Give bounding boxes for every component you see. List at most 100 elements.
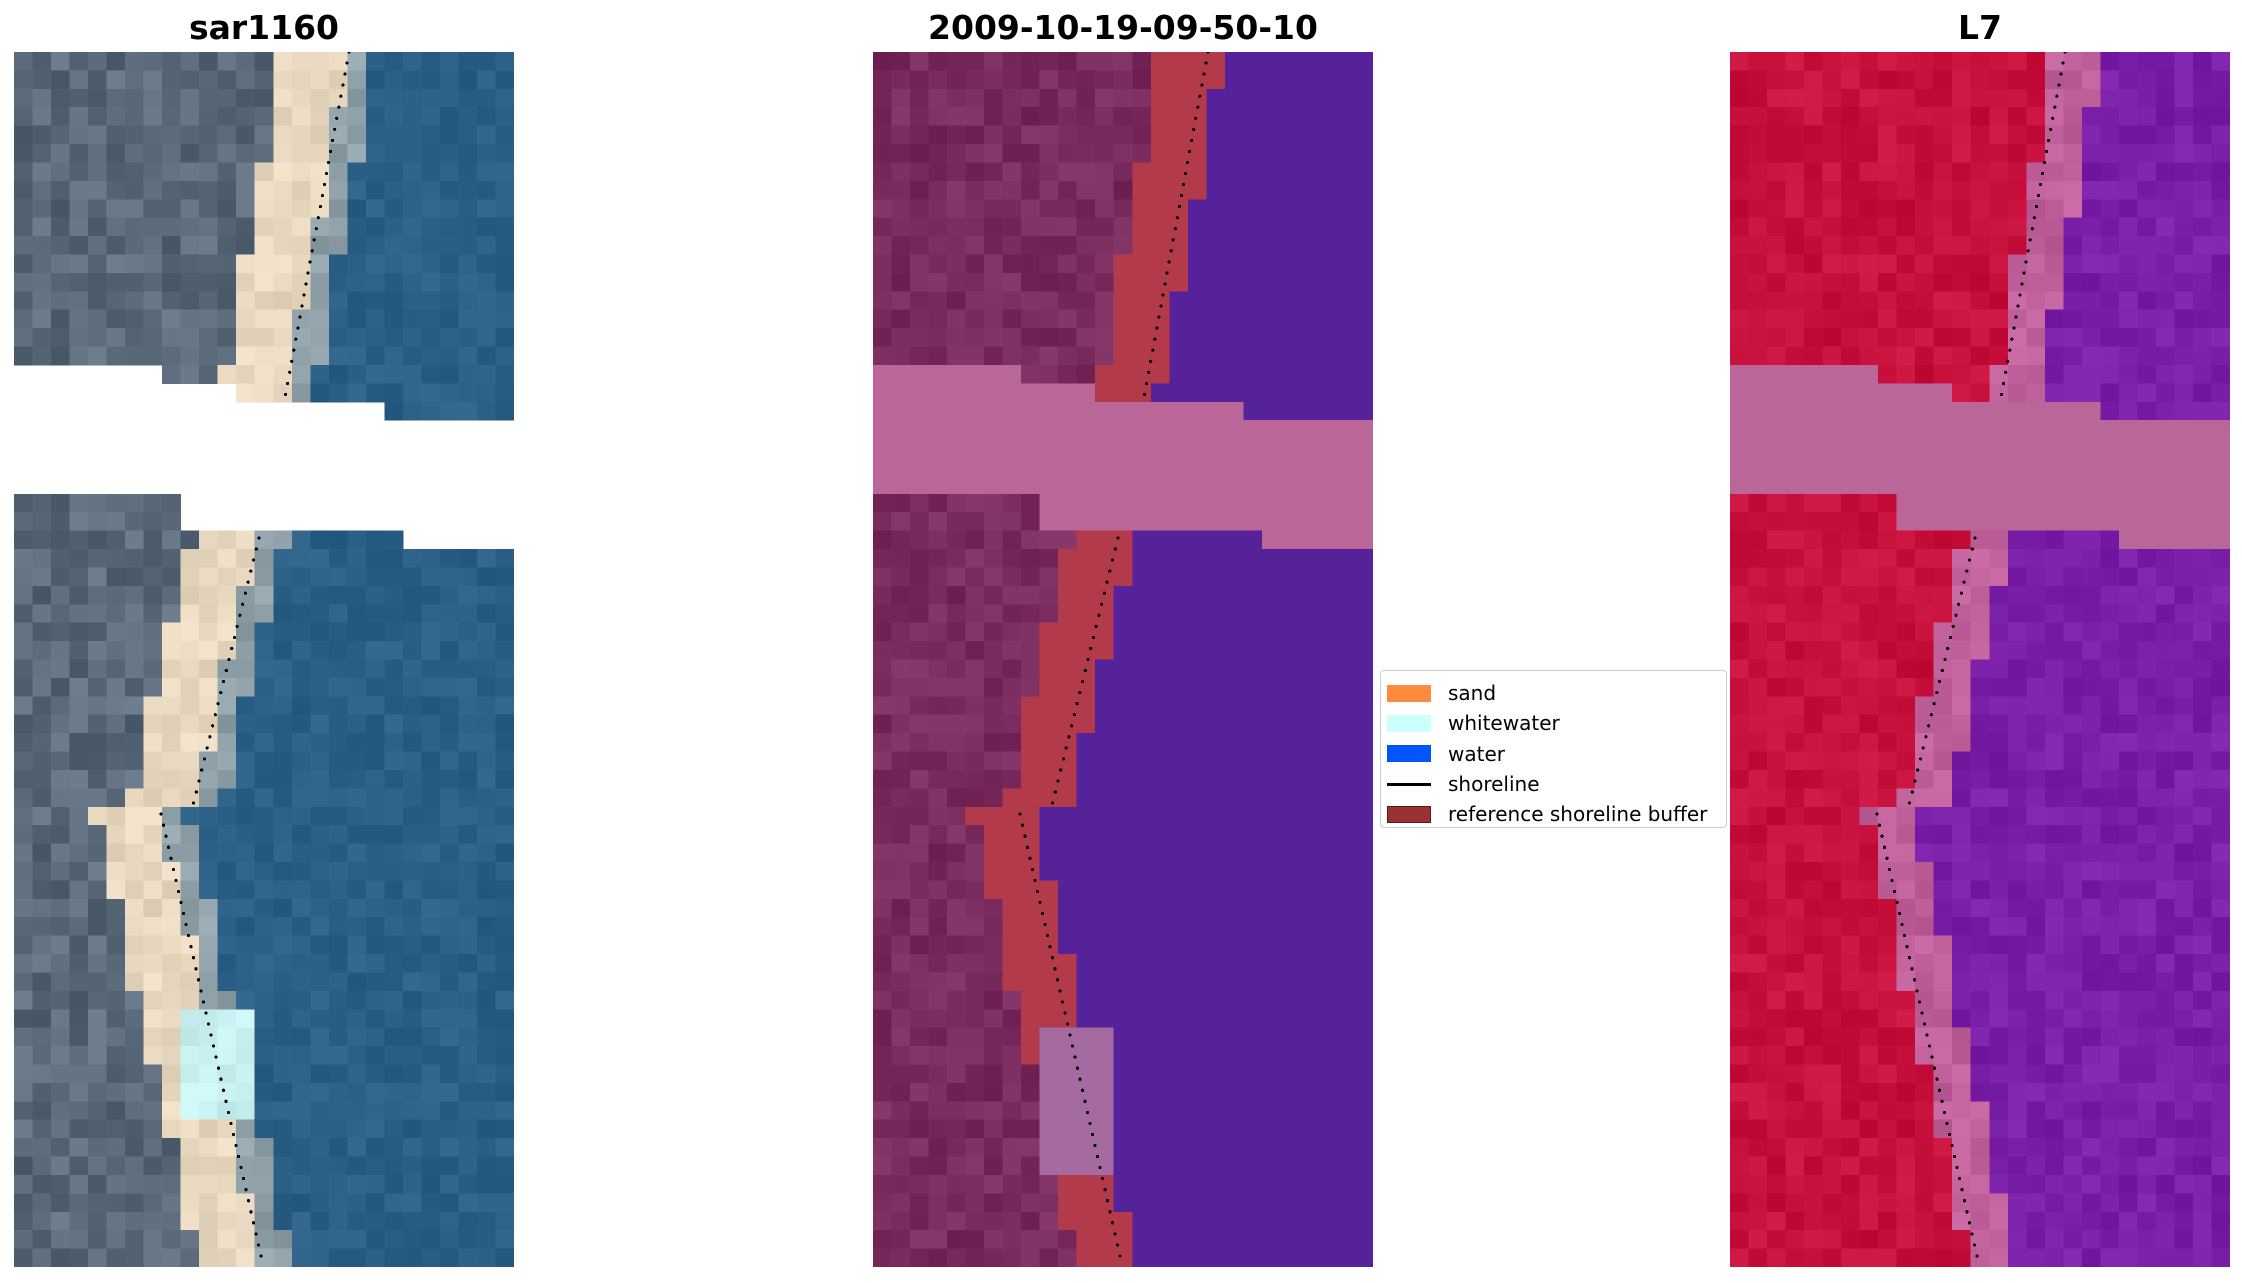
pixel (51, 1046, 71, 1065)
pixel (1206, 1211, 1226, 1231)
shoreline-point (310, 249, 314, 253)
pixel (365, 383, 385, 403)
panel-title-l7: L7 (1958, 8, 2002, 47)
pixel (1933, 530, 1953, 550)
pixel (1150, 585, 1170, 605)
pixel (1354, 990, 1373, 1010)
pixel (1187, 383, 1207, 403)
shoreline-point (1185, 160, 1190, 165)
pixel (1224, 1193, 1244, 1213)
pixel (1859, 788, 1879, 808)
pixel (1095, 1248, 1115, 1267)
pixel (1187, 1174, 1207, 1194)
pixel (236, 1193, 256, 1213)
shoreline-point (1059, 768, 1063, 772)
pixel (254, 309, 274, 329)
pixel (947, 1009, 967, 1029)
pixel (14, 144, 34, 163)
pixel (1896, 401, 1916, 421)
pixel (51, 1174, 71, 1194)
pixel (2026, 751, 2046, 771)
pixel (2118, 751, 2138, 771)
pixel (2118, 272, 2138, 292)
pixel (421, 604, 441, 624)
pixel (873, 162, 893, 182)
pixel (2007, 217, 2027, 237)
pixel (1243, 1101, 1263, 1121)
pixel (291, 70, 311, 90)
pixel (51, 880, 71, 900)
pixel (1206, 843, 1226, 863)
pixel (1021, 585, 1041, 605)
pixel (421, 788, 441, 808)
pixel (2118, 88, 2138, 108)
pixel (162, 512, 182, 532)
pixel (1859, 972, 1879, 992)
pixel (1952, 972, 1972, 992)
pixel (1804, 420, 1824, 440)
pixel (2026, 272, 2046, 292)
pixel (891, 622, 911, 642)
pixel (873, 1138, 893, 1158)
pixel (1224, 125, 1244, 145)
pixel (2007, 806, 2027, 826)
pixel (1730, 420, 1750, 440)
pixel (947, 1064, 967, 1084)
pixel (1878, 383, 1898, 403)
pixel (1058, 935, 1078, 955)
pixel (1317, 530, 1337, 550)
pixel (1335, 990, 1355, 1010)
pixel (236, 272, 256, 292)
pixel (910, 880, 930, 900)
pixel (439, 990, 459, 1010)
pixel (1224, 236, 1244, 255)
pixel (928, 733, 948, 753)
pixel (2118, 788, 2138, 808)
pixel (1243, 1211, 1263, 1231)
pixel (2081, 880, 2101, 900)
pixel (2118, 70, 2138, 90)
pixel (2063, 125, 2083, 145)
pixel (439, 162, 459, 182)
pixel (69, 549, 89, 568)
pixel (1952, 990, 1972, 1010)
pixel (1822, 493, 1842, 513)
pixel (910, 364, 930, 384)
pixel (2211, 677, 2230, 697)
pixel (1095, 144, 1115, 163)
pixel (1095, 88, 1115, 108)
pixel (162, 1009, 182, 1029)
pixel (365, 530, 385, 550)
pixel (1002, 383, 1022, 403)
pixel (2100, 972, 2120, 992)
pixel (947, 659, 967, 679)
pixel (1280, 641, 1300, 660)
pixel (1730, 972, 1750, 992)
pixel (873, 659, 893, 679)
pixel (2007, 843, 2027, 863)
pixel (1748, 401, 1768, 421)
pixel (2100, 180, 2120, 200)
pixel (273, 898, 293, 918)
pixel (1243, 420, 1263, 440)
pixel (928, 88, 948, 108)
pixel (1113, 880, 1133, 900)
pixel (1095, 1174, 1115, 1194)
pixel (347, 898, 367, 918)
pixel (2174, 806, 2194, 826)
pixel (1989, 493, 2009, 513)
pixel (125, 512, 145, 532)
pixel (1058, 88, 1078, 108)
pixel (1933, 769, 1953, 789)
pixel (125, 990, 145, 1010)
pixel (1317, 401, 1337, 421)
pixel (2174, 585, 2194, 605)
pixel (1187, 236, 1207, 255)
pixel (291, 862, 311, 881)
shoreline-point (1097, 613, 1101, 617)
pixel (199, 880, 219, 900)
pixel (402, 898, 422, 918)
pixel (1748, 328, 1768, 348)
pixel (495, 88, 514, 108)
pixel (1243, 549, 1263, 568)
